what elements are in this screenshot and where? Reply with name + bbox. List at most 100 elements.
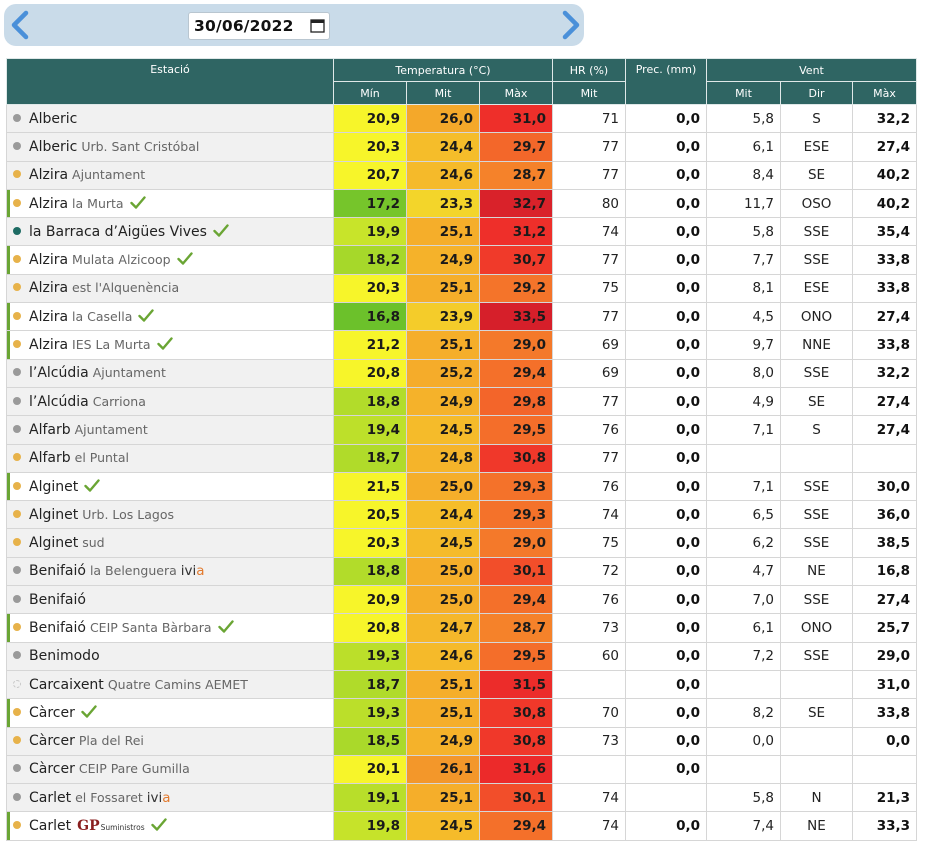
station-cell[interactable]: Benifaió la Belenguera ivia <box>6 556 334 587</box>
temp-max-cell: 28,7 <box>479 613 553 643</box>
station-cell[interactable]: Alginet <box>6 471 334 502</box>
station-cell[interactable]: Alginet sud <box>6 528 334 558</box>
table-row[interactable]: Carcaixent Quatre Camins AEMET 18,7 25,1 31,… <box>6 669 917 700</box>
table-row[interactable]: Carlet GPSuministros 19,8 24,5 29,4 74 0,0 7,4 N… <box>6 811 917 841</box>
station-name[interactable]: Benifaió <box>29 563 86 580</box>
table-row[interactable]: Alzira la Casella 16,8 23,9 33,5 77 0,0 4,5 ONO 2… <box>6 302 917 332</box>
table-row[interactable]: Benifaió la Belenguera ivia 18,8 25,0 30,1 72 0… <box>6 556 917 587</box>
station-cell[interactable]: Alzira IES La Murta <box>6 330 334 360</box>
status-dot-icon <box>13 538 21 547</box>
table-row[interactable]: Alzira IES La Murta 21,2 25,1 29,0 69 0,0 9,7 NN… <box>6 330 917 360</box>
station-cell[interactable]: Carlet el Fossaret ivia <box>6 783 334 813</box>
station-name[interactable]: Alberic <box>29 110 78 127</box>
station-name[interactable]: Alzira <box>29 195 69 212</box>
station-cell[interactable]: l’Alcúdia Ajuntament <box>6 358 334 388</box>
station-name[interactable]: Alzira <box>29 167 69 184</box>
station-cell[interactable]: Càrcer <box>6 698 334 728</box>
station-cell[interactable]: Alfarb Ajuntament <box>6 415 334 445</box>
station-name[interactable]: l’Alcúdia <box>29 393 89 410</box>
station-name[interactable]: Alginet <box>29 478 79 495</box>
station-name[interactable]: Carlet <box>29 818 72 835</box>
header-temp-max[interactable]: Màx <box>479 81 553 105</box>
calendar-icon[interactable] <box>310 18 325 33</box>
header-wind-mit[interactable]: Mit <box>706 81 781 105</box>
header-wind-max[interactable]: Màx <box>852 81 917 105</box>
station-name[interactable]: la Barraca d’Aigües Vives <box>29 223 207 240</box>
station-cell[interactable]: Benimodo <box>6 641 334 671</box>
station-name[interactable]: Alberic <box>29 138 78 155</box>
station-name[interactable]: Benimodo <box>29 648 100 665</box>
table-row[interactable]: Alginet Urb. Los Lagos 20,5 24,4 29,3 74 0,0 6,… <box>6 500 917 530</box>
table-row[interactable]: Alberic Urb. Sant Cristóbal 20,3 24,4 29,7 77… <box>6 132 917 162</box>
station-name[interactable]: Càrcer <box>29 704 75 721</box>
table-row[interactable]: Càrcer 19,3 25,1 30,8 70 0,0 8,2 SE 33,8 <box>6 698 917 728</box>
table-row[interactable]: Alzira la Murta 17,2 23,3 32,7 80 0,0 11,7 OSO 40… <box>6 188 917 219</box>
station-name[interactable]: Alginet <box>29 506 79 523</box>
table-row[interactable]: Alfarb el Puntal 18,7 24,8 30,8 77 0,0 <box>6 443 917 473</box>
station-location: Pla del Rei <box>78 733 144 749</box>
station-name[interactable]: Carlet <box>29 789 72 806</box>
table-row[interactable]: Alzira Mulata Alzicoop 18,2 24,9 30,7 77 0,0 7,… <box>6 245 917 275</box>
table-row[interactable]: Benifaió CEIP Santa Bàrbara 20,8 24,7 28,7 73… <box>6 613 917 643</box>
table-row[interactable]: Benimodo 19,3 24,6 29,5 60 0,0 7,2 SSE 29,0 <box>6 641 917 671</box>
table-row[interactable]: Alfarb Ajuntament 19,4 24,5 29,5 76 0,0 7,1 S 27,… <box>6 415 917 445</box>
header-temp-min[interactable]: Mín <box>333 81 407 105</box>
station-cell[interactable]: Benifaió CEIP Santa Bàrbara <box>6 613 334 643</box>
table-row[interactable]: Alzira Ajuntament 20,7 24,6 28,7 77 0,0 8,4 SE 40… <box>6 160 917 190</box>
station-cell[interactable]: Alfarb el Puntal <box>6 443 334 473</box>
table-row[interactable]: Càrcer CEIP Pare Gumilla 20,1 26,1 31,6 0,0 <box>6 754 917 785</box>
header-temp-mit[interactable]: Mit <box>406 81 480 105</box>
station-name[interactable]: l’Alcúdia <box>29 365 89 382</box>
station-cell[interactable]: Benifaió <box>6 585 334 615</box>
station-name[interactable]: Alfarb <box>29 450 71 467</box>
station-name[interactable]: Càrcer <box>29 733 75 750</box>
station-cell[interactable]: Alzira Mulata Alzicoop <box>6 245 334 275</box>
table-row[interactable]: l’Alcúdia Carriona 18,8 24,9 29,8 77 0,0 4,9 SE 2… <box>6 386 917 417</box>
station-cell[interactable]: Alberic <box>6 103 334 134</box>
header-wind-dir[interactable]: Dir <box>780 81 853 105</box>
table-row[interactable]: l’Alcúdia Ajuntament 20,8 25,2 29,4 69 0,0 8,0 S… <box>6 358 917 388</box>
temp-min-cell: 20,5 <box>333 500 407 530</box>
table-row[interactable]: Alzira est l'Alquenència 20,3 25,1 29,2 75 0,0… <box>6 273 917 304</box>
station-cell[interactable]: Alzira Ajuntament <box>6 160 334 190</box>
station-cell[interactable]: Alberic Urb. Sant Cristóbal <box>6 132 334 162</box>
station-name[interactable]: Alfarb <box>29 421 71 438</box>
table-row[interactable]: Benifaió 20,9 25,0 29,4 76 0,0 7,0 SSE 27,4 <box>6 585 917 615</box>
date-field[interactable]: 30/06/2022 <box>188 12 330 40</box>
table-row[interactable]: la Barraca d’Aigües Vives 19,9 25,1 31,2 74 0… <box>6 217 917 247</box>
station-name[interactable]: Benifaió <box>29 619 86 636</box>
table-row[interactable]: Càrcer Pla del Rei 18,5 24,9 30,8 73 0,0 0,0 0,0 <box>6 726 917 756</box>
station-cell[interactable]: la Barraca d’Aigües Vives <box>6 217 334 247</box>
station-cell[interactable]: Alginet Urb. Los Lagos <box>6 500 334 530</box>
station-cell[interactable]: Alzira est l'Alquenència <box>6 273 334 304</box>
header-hr-mit[interactable]: Mit <box>552 81 626 105</box>
station-cell[interactable]: l’Alcúdia Carriona <box>6 386 334 417</box>
station-cell[interactable]: Càrcer Pla del Rei <box>6 726 334 756</box>
station-name[interactable]: Alginet <box>29 535 79 552</box>
temp-mit-cell: 23,9 <box>406 302 480 332</box>
station-name[interactable]: Alzira <box>29 280 69 297</box>
station-cell[interactable]: Carlet GPSuministros <box>6 811 334 841</box>
header-prec[interactable]: Prec. (mm) <box>625 58 707 105</box>
status-dot-icon <box>13 481 21 490</box>
table-row[interactable]: Carlet el Fossaret ivia 19,1 25,1 30,1 74 5,8 N 2… <box>6 783 917 813</box>
prec-cell: 0,0 <box>625 132 707 162</box>
temp-min-cell: 18,5 <box>333 726 407 756</box>
station-cell[interactable]: Alzira la Casella <box>6 302 334 332</box>
table-row[interactable]: Alginet sud 20,3 24,5 29,0 75 0,0 6,2 SSE 38,5 <box>6 528 917 558</box>
chevron-left-icon[interactable] <box>8 10 34 40</box>
station-name[interactable]: Alzira <box>29 308 69 325</box>
station-name[interactable]: Alzira <box>29 337 69 354</box>
table-row[interactable]: Alginet 21,5 25,0 29,3 76 0,0 7,1 SSE 30,0 <box>6 471 917 502</box>
station-name[interactable]: Alzira <box>29 252 69 269</box>
station-cell[interactable]: Càrcer CEIP Pare Gumilla <box>6 754 334 785</box>
station-name[interactable]: Benifaió <box>29 591 86 608</box>
chevron-right-icon[interactable] <box>557 10 583 40</box>
station-name[interactable]: Carcaixent <box>29 676 104 693</box>
station-cell[interactable]: Carcaixent Quatre Camins AEMET <box>6 669 334 700</box>
station-name[interactable]: Càrcer <box>29 761 75 778</box>
header-station[interactable]: Estació <box>6 58 334 105</box>
prec-cell: 0,0 <box>625 528 707 558</box>
station-cell[interactable]: Alzira la Murta <box>6 188 334 219</box>
table-row[interactable]: Alberic 20,9 26,0 31,0 71 0,0 5,8 S 32,2 <box>6 103 917 134</box>
